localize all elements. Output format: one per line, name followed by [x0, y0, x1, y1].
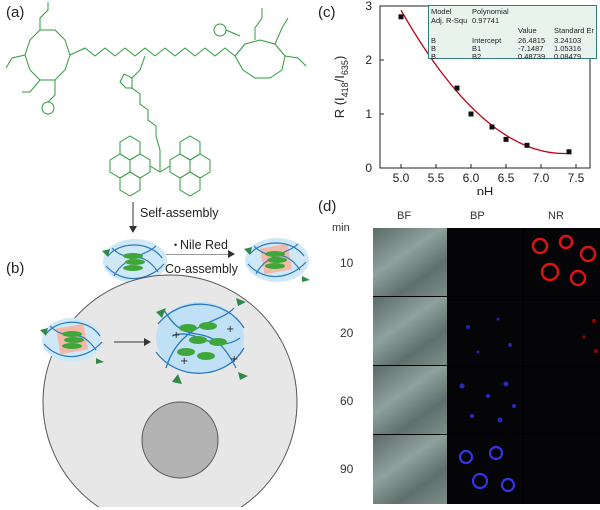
nile-red-label: Nile Red — [180, 238, 228, 252]
cell-diagram: + + + + — [40, 274, 298, 507]
table-cell-a: B — [431, 52, 437, 61]
table-cell-e: 0.08479 — [554, 52, 582, 61]
nr-image-60 — [524, 366, 600, 434]
row-label-10: 10 — [340, 256, 354, 270]
bp-image-60 — [448, 366, 523, 434]
row-label-90: 90 — [340, 462, 354, 476]
data-point — [468, 111, 474, 117]
svg-text:+: + — [172, 330, 180, 341]
panel-label-c: (c) — [318, 4, 336, 21]
x-axis-label: pH — [477, 184, 494, 195]
bf-image-60 — [373, 366, 447, 434]
table-cell-v: 0.48739 — [518, 52, 546, 61]
x-tick-label: 7.0 — [533, 171, 550, 185]
bp-image-10 — [448, 228, 523, 296]
table-cell-v: 26.4815 — [518, 36, 546, 45]
nile-red-dot: • — [174, 240, 178, 250]
fit-table: Model Polynomial Adj. R-Squ 0.97741 Valu… — [428, 5, 597, 61]
table-model-label: Model — [431, 7, 452, 16]
table-col-err: Standard Er — [554, 26, 595, 35]
bf-image-20 — [373, 297, 447, 365]
row-label-60: 60 — [340, 394, 354, 408]
table-cell-b: Intercept — [472, 36, 502, 45]
row-label-20: 20 — [340, 326, 354, 340]
self-assembly-label: Self-assembly — [140, 206, 219, 220]
data-point — [489, 124, 495, 130]
table-cell-a: B — [431, 44, 437, 53]
unit-label: min — [332, 222, 350, 234]
data-point — [398, 14, 404, 20]
y-axis-label: R (I418/I635) — [332, 56, 350, 119]
data-point — [454, 85, 460, 91]
table-cell-e: 1.05316 — [554, 44, 582, 53]
y-label-subscript: 418 — [340, 82, 350, 97]
table-cell-a: B — [431, 36, 437, 45]
microscopy-grid — [373, 228, 600, 504]
y-tick-label: 1 — [365, 107, 372, 121]
bf-image-90 — [373, 435, 447, 504]
data-point — [503, 136, 509, 142]
data-point — [524, 142, 530, 148]
table-col-value: Value — [518, 26, 537, 35]
y-tick-label: 0 — [365, 161, 372, 175]
table-cell-v: -7.1487 — [518, 44, 544, 53]
column-header-bf: BF — [397, 210, 412, 222]
table-model-value: Polynomial — [472, 7, 509, 16]
table-cell-b: B1 — [472, 44, 482, 53]
panel-label-b: (b) — [6, 260, 25, 277]
peptide-skeleton — [5, 2, 307, 197]
y-tick-label: 3 — [365, 0, 372, 13]
nr-image-90 — [524, 435, 600, 504]
y-label-text: R (I — [332, 97, 347, 118]
co-assembly-arrowhead — [228, 250, 235, 258]
table-cell-e: 3.24103 — [554, 36, 582, 45]
column-header-nr: NR — [548, 210, 564, 222]
data-point — [566, 149, 572, 155]
co-assembly-label: Co-assembly — [165, 262, 238, 276]
column-header-bp: BP — [470, 210, 485, 222]
y-label-text: /I — [332, 75, 347, 82]
nr-image-10 — [524, 228, 600, 296]
svg-text:+: + — [226, 324, 234, 335]
table-r2-value: 0.97741 — [472, 16, 500, 25]
chemical-structure — [5, 2, 307, 255]
bp-image-90 — [448, 435, 523, 504]
bp-image-20 — [448, 297, 523, 365]
table-cell-b: B2 — [472, 52, 482, 61]
x-tick-label: 6.0 — [463, 171, 480, 185]
nanoparticle-2 — [244, 238, 310, 282]
x-tick-label: 5.5 — [428, 171, 445, 185]
bf-image-10 — [373, 228, 447, 296]
svg-text:+: + — [180, 356, 188, 367]
y-tick-label: 2 — [365, 53, 372, 67]
panel-label-d: (d) — [318, 198, 337, 215]
x-tick-label: 7.5 — [568, 171, 585, 185]
table-r2-label: Adj. R-Squ — [431, 16, 468, 25]
nr-image-20 — [524, 297, 600, 365]
x-tick-label: 6.5 — [498, 171, 515, 185]
svg-text:+: + — [230, 354, 238, 365]
y-label-text: ) — [332, 56, 347, 60]
panel-label-a: (a) — [6, 4, 25, 21]
x-tick-label: 5.0 — [393, 171, 410, 185]
nucleus — [141, 401, 219, 479]
y-label-subscript: 635 — [340, 60, 350, 75]
